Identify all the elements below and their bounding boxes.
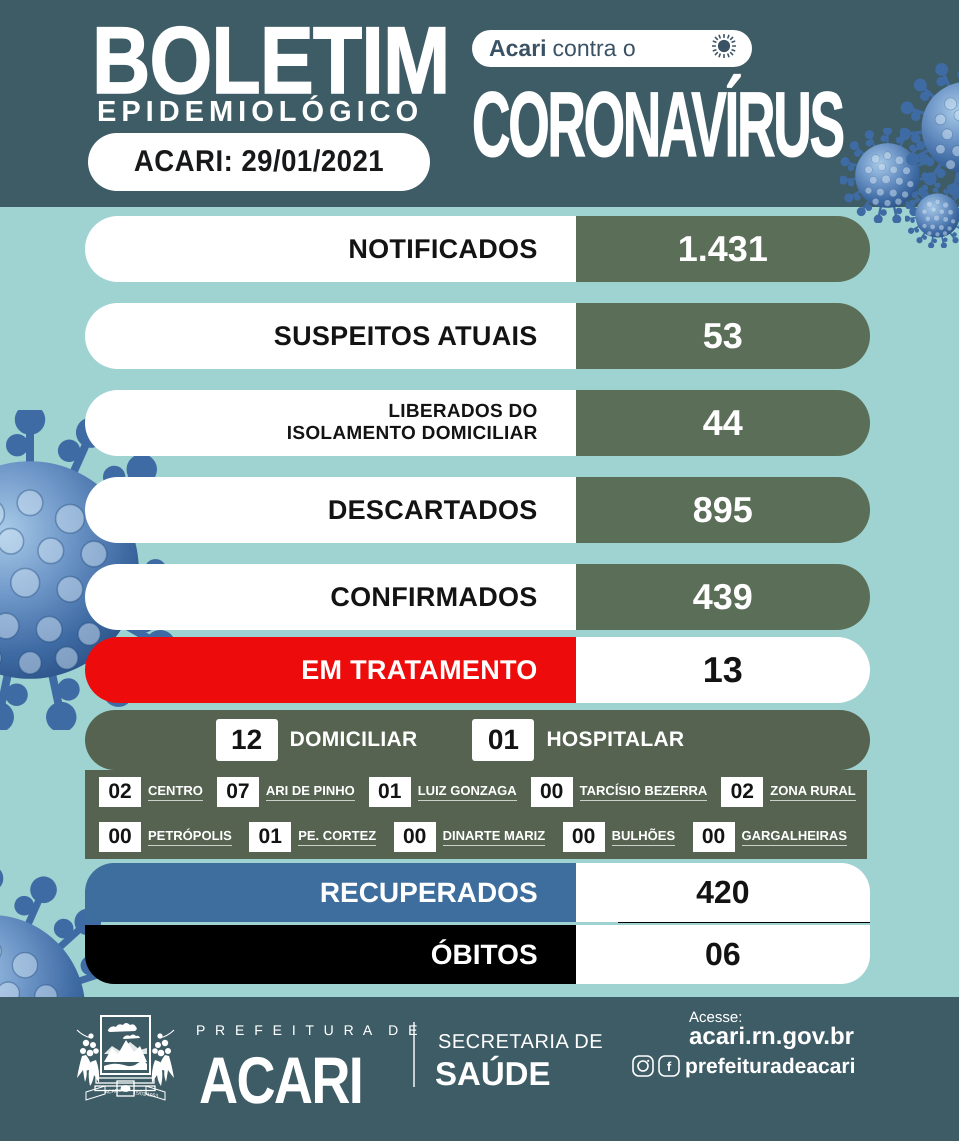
svg-text:15/03/1953: 15/03/1953 xyxy=(133,1090,159,1099)
svg-text:f: f xyxy=(667,1059,672,1074)
